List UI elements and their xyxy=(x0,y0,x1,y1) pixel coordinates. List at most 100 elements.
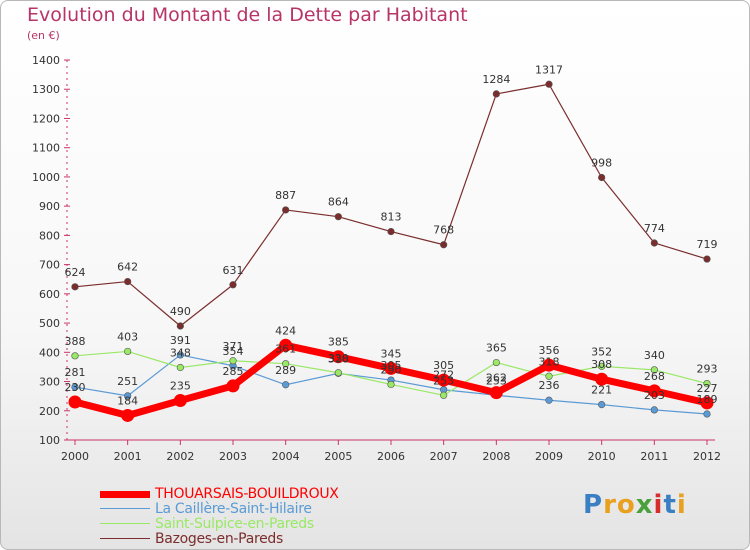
x-tick-label: 2009 xyxy=(535,450,563,463)
y-tick-label: 500 xyxy=(39,317,60,330)
data-label-la-caill-re-saint-hilaire: 251 xyxy=(117,375,138,388)
legend-swatch-la-caillere xyxy=(100,508,150,509)
point-thouarsais-bouildroux xyxy=(542,358,556,372)
point-saint-sulpice-en-pareds xyxy=(176,363,184,372)
point-saint-sulpice-en-pareds xyxy=(440,391,448,399)
y-tick-label: 800 xyxy=(39,229,60,242)
point-bazoges-en-pareds xyxy=(598,173,606,182)
x-tick-label: 2012 xyxy=(693,450,721,463)
x-tick-label: 2001 xyxy=(114,450,142,463)
data-label-saint-sulpice-en-pareds: 330 xyxy=(328,352,349,365)
data-label-thouarsais-bouildroux: 308 xyxy=(591,358,612,371)
point-la-caill-re-saint-hilaire xyxy=(124,392,132,400)
data-label-saint-sulpice-en-pareds: 348 xyxy=(170,347,191,360)
data-label-bazoges-en-pareds: 631 xyxy=(223,264,244,277)
x-tick-label: 2007 xyxy=(430,450,458,463)
y-tick-label: 1300 xyxy=(32,83,60,96)
legend-swatch-thouarsais xyxy=(100,491,150,498)
logo-letter: P xyxy=(583,490,604,520)
data-label-la-caill-re-saint-hilaire: 354 xyxy=(223,345,244,358)
data-label-saint-sulpice-en-pareds: 318 xyxy=(539,355,560,368)
point-la-caill-re-saint-hilaire xyxy=(545,396,553,404)
y-tick-label: 200 xyxy=(39,405,60,418)
data-label-saint-sulpice-en-pareds: 352 xyxy=(591,345,612,358)
point-thouarsais-bouildroux xyxy=(226,379,240,393)
data-label-la-caill-re-saint-hilaire: 203 xyxy=(644,389,665,402)
x-tick-label: 2002 xyxy=(166,450,194,463)
data-label-bazoges-en-pareds: 490 xyxy=(170,305,191,318)
y-tick-label: 900 xyxy=(39,200,60,213)
point-la-caill-re-saint-hilaire xyxy=(598,401,606,409)
data-label-thouarsais-bouildroux: 385 xyxy=(328,336,349,349)
data-label-saint-sulpice-en-pareds: 340 xyxy=(644,349,665,362)
point-saint-sulpice-en-pareds xyxy=(124,347,132,356)
point-la-caill-re-saint-hilaire xyxy=(71,383,79,391)
data-label-saint-sulpice-en-pareds: 371 xyxy=(223,340,244,353)
legend-swatch-saint-sulpice xyxy=(100,523,150,524)
data-label-thouarsais-bouildroux: 305 xyxy=(433,359,454,372)
data-label-bazoges-en-pareds: 1284 xyxy=(482,73,510,86)
x-tick-label: 2003 xyxy=(219,450,247,463)
point-la-caill-re-saint-hilaire xyxy=(282,381,290,389)
y-tick-label: 300 xyxy=(39,376,60,389)
y-tick-label: 400 xyxy=(39,346,60,359)
data-label-la-caill-re-saint-hilaire: 253 xyxy=(486,374,507,387)
data-label-thouarsais-bouildroux: 268 xyxy=(644,370,665,383)
point-saint-sulpice-en-pareds xyxy=(492,358,500,367)
chart-title: Evolution du Montant de la Dette par Hab… xyxy=(27,4,468,26)
logo-letter: i xyxy=(653,490,664,520)
point-thouarsais-bouildroux xyxy=(384,361,398,375)
data-label-bazoges-en-pareds: 774 xyxy=(644,222,665,235)
point-la-caill-re-saint-hilaire xyxy=(176,351,184,359)
x-tick-label: 2004 xyxy=(272,450,300,463)
data-label-thouarsais-bouildroux: 235 xyxy=(170,380,191,393)
x-tick-label: 2010 xyxy=(588,450,616,463)
data-label-saint-sulpice-en-pareds: 361 xyxy=(275,343,296,356)
data-label-la-caill-re-saint-hilaire: 305 xyxy=(381,359,402,372)
data-label-la-caill-re-saint-hilaire: 221 xyxy=(591,384,612,397)
point-thouarsais-bouildroux xyxy=(279,338,293,352)
point-bazoges-en-pareds xyxy=(545,80,553,88)
point-la-caill-re-saint-hilaire xyxy=(650,406,658,414)
point-saint-sulpice-en-pareds xyxy=(545,372,553,380)
data-label-bazoges-en-pareds: 864 xyxy=(328,196,349,209)
proxiti-logo: Proxiti xyxy=(583,490,687,520)
series-line-bazoges-en-pareds xyxy=(74,83,708,327)
point-bazoges-en-pareds xyxy=(176,322,184,330)
data-label-bazoges-en-pareds: 642 xyxy=(117,261,138,274)
y-tick-label: 600 xyxy=(39,288,60,301)
legend-label-bazoges: Bazoges-en-Pareds xyxy=(155,531,284,547)
point-thouarsais-bouildroux xyxy=(647,384,661,398)
data-label-thouarsais-bouildroux: 424 xyxy=(275,324,296,337)
point-thouarsais-bouildroux xyxy=(68,395,82,409)
data-label-saint-sulpice-en-pareds: 403 xyxy=(117,330,138,343)
x-tick-label: 2006 xyxy=(377,450,405,463)
point-thouarsais-bouildroux xyxy=(489,386,503,400)
point-bazoges-en-pareds xyxy=(703,255,711,263)
point-saint-sulpice-en-pareds xyxy=(387,380,395,389)
data-label-bazoges-en-pareds: 768 xyxy=(433,224,454,237)
point-la-caill-re-saint-hilaire xyxy=(703,410,711,418)
point-saint-sulpice-en-pareds xyxy=(229,357,237,365)
y-tick-label: 1000 xyxy=(32,171,60,184)
legend-label-saint-sulpice: Saint-Sulpice-en-Pareds xyxy=(155,516,314,532)
data-label-thouarsais-bouildroux: 184 xyxy=(117,394,138,407)
point-saint-sulpice-en-pareds xyxy=(650,366,658,374)
point-saint-sulpice-en-pareds xyxy=(703,379,711,388)
logo-letter: r xyxy=(603,490,617,520)
data-label-thouarsais-bouildroux: 285 xyxy=(223,365,244,378)
point-saint-sulpice-en-pareds xyxy=(334,369,342,377)
point-thouarsais-bouildroux xyxy=(173,394,187,408)
x-tick-label: 2000 xyxy=(61,450,89,463)
data-label-saint-sulpice-en-pareds: 293 xyxy=(697,363,718,376)
x-tick-label: 2005 xyxy=(324,450,352,463)
data-label-thouarsais-bouildroux: 262 xyxy=(486,372,507,385)
data-label-thouarsais-bouildroux: 230 xyxy=(65,381,86,394)
logo-letter: i xyxy=(676,490,687,520)
point-bazoges-en-pareds xyxy=(71,283,79,291)
logo-letter: x xyxy=(635,490,654,520)
point-bazoges-en-pareds xyxy=(387,227,395,236)
point-saint-sulpice-en-pareds xyxy=(71,352,79,360)
